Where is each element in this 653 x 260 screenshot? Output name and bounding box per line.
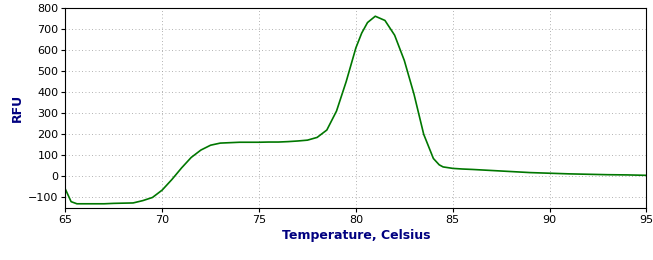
- Y-axis label: RFU: RFU: [11, 94, 24, 122]
- X-axis label: Temperature, Celsius: Temperature, Celsius: [281, 229, 430, 242]
